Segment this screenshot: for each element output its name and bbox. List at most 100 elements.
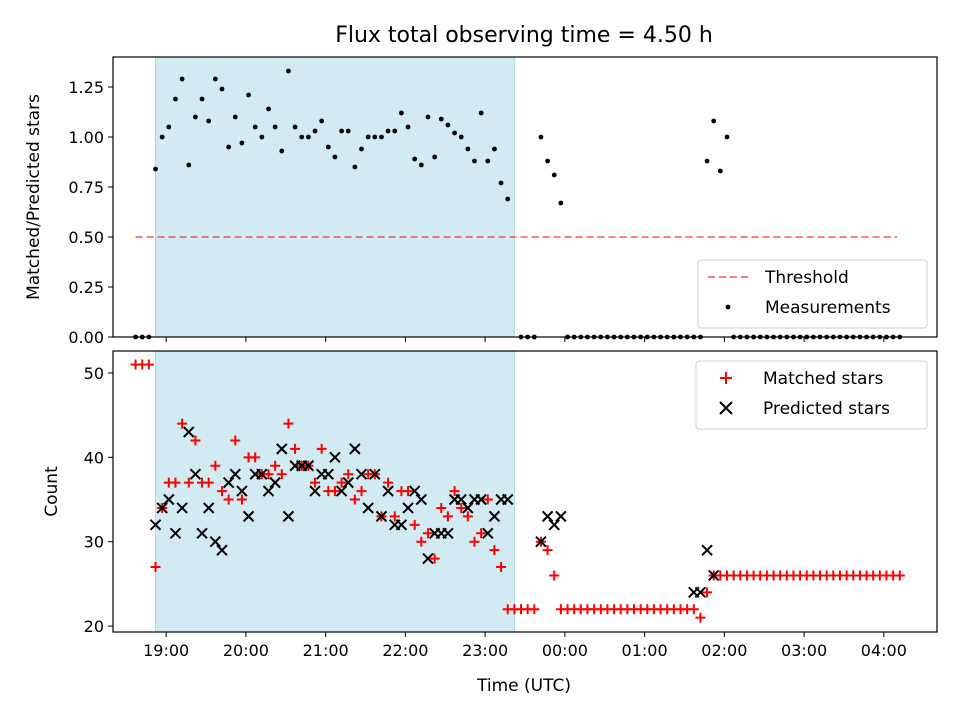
predicted-star-point bbox=[276, 443, 288, 455]
x-tick-label: 01:00 bbox=[622, 641, 668, 660]
x-axis-label: Time (UTC) bbox=[476, 676, 571, 696]
predicted-star-point bbox=[262, 485, 275, 497]
predicted-star-point bbox=[156, 502, 168, 514]
predicted-star-point bbox=[163, 493, 175, 506]
predicted-star-point bbox=[302, 460, 315, 472]
predicted-star-point bbox=[176, 502, 188, 514]
predicted-star-point bbox=[256, 468, 268, 480]
predicted-star-point bbox=[196, 527, 208, 539]
measurement-point bbox=[266, 106, 271, 112]
matched-star-point bbox=[356, 486, 367, 497]
measurement-point bbox=[418, 162, 424, 168]
matched-star-point bbox=[203, 477, 214, 488]
chart-title: Flux total observing time = 4.50 h bbox=[335, 23, 713, 48]
matched-star-point bbox=[263, 469, 274, 480]
matched-star-point bbox=[210, 460, 221, 471]
matched-star-point bbox=[482, 494, 493, 505]
top-panel: 0.00 0.25 0.50 0.75 1.00 1.25 Matched/Predicte… bbox=[24, 56, 938, 347]
measurement-point bbox=[478, 110, 484, 116]
matched-star-point bbox=[150, 562, 161, 573]
measurement-point bbox=[279, 148, 285, 154]
matched-star-point bbox=[270, 460, 281, 471]
measurement-point bbox=[485, 158, 491, 164]
measurement-point bbox=[345, 128, 351, 134]
measurement-point bbox=[545, 158, 550, 164]
measurement-point bbox=[405, 124, 411, 130]
matched-star-point bbox=[489, 545, 500, 556]
matched-star-point bbox=[336, 477, 347, 488]
measurement-point bbox=[498, 180, 504, 186]
measurement-point bbox=[392, 128, 398, 134]
predicted-star-point bbox=[242, 510, 255, 523]
x-tick-label: 21:00 bbox=[303, 641, 349, 660]
predicted-star-point bbox=[455, 493, 467, 506]
y-tick-label: 0.50 bbox=[68, 228, 104, 247]
measurement-point bbox=[445, 122, 451, 128]
measurement-point bbox=[292, 124, 298, 130]
x-tick-label: 00:00 bbox=[542, 641, 588, 660]
y-tick-label: 50 bbox=[84, 364, 104, 383]
matched-star-point bbox=[170, 477, 181, 488]
matched-star-point bbox=[403, 486, 414, 497]
predicted-star-point bbox=[502, 493, 514, 506]
plot-frame bbox=[112, 56, 938, 338]
legend-box bbox=[697, 259, 928, 329]
predicted-star-point bbox=[488, 510, 501, 523]
legend: Threshold Measurements bbox=[697, 259, 928, 329]
measurement-point bbox=[299, 134, 305, 140]
observing-span-shade bbox=[155, 56, 515, 338]
y-tick-label: 1.00 bbox=[68, 128, 104, 147]
predicted-star-point bbox=[335, 485, 348, 497]
measurement-point bbox=[252, 124, 258, 130]
predicted-star-point bbox=[322, 468, 335, 480]
matched-star-point bbox=[429, 553, 440, 564]
matched-star-point bbox=[462, 511, 473, 522]
matched-star-point bbox=[223, 494, 234, 505]
matched-star-point bbox=[469, 536, 480, 547]
predicted-star-point bbox=[329, 451, 341, 464]
predicted-star-point bbox=[169, 527, 182, 539]
predicted-star-point bbox=[342, 476, 354, 489]
predicted-star-point bbox=[369, 468, 381, 480]
measurement-point bbox=[551, 172, 557, 178]
matched-star-point bbox=[276, 469, 287, 480]
series-predicted-stars bbox=[149, 426, 720, 599]
matched-star-point bbox=[542, 545, 553, 556]
predicted-star-point bbox=[482, 527, 494, 539]
predicted-star-point bbox=[216, 544, 228, 556]
matched-star-point bbox=[436, 502, 447, 513]
x-tick-label: 03:00 bbox=[781, 641, 827, 660]
y-tick-label: 0.75 bbox=[68, 178, 104, 197]
measurement-point bbox=[432, 154, 438, 160]
y-tick-label: 20 bbox=[84, 617, 104, 636]
measurement-point bbox=[305, 134, 311, 140]
predicted-star-point bbox=[183, 426, 195, 438]
predicted-star-point bbox=[395, 519, 408, 531]
measurement-point bbox=[399, 110, 404, 116]
legend-label: Measurements bbox=[765, 298, 891, 318]
predicted-star-point bbox=[701, 544, 713, 556]
matched-star-point bbox=[343, 469, 354, 480]
predicted-star-point bbox=[442, 527, 454, 539]
y-tick-label: 1.25 bbox=[68, 78, 104, 97]
measurement-point bbox=[286, 68, 291, 74]
predicted-star-point bbox=[535, 536, 547, 548]
predicted-star-point bbox=[282, 510, 295, 523]
y-tick-label: 30 bbox=[84, 533, 104, 552]
x-tick-label: 19:00 bbox=[143, 641, 189, 660]
y-tick-label: 0.25 bbox=[68, 278, 104, 297]
x-tick-label: 22:00 bbox=[382, 641, 428, 660]
x-tick-label: 02:00 bbox=[701, 641, 747, 660]
predicted-star-point bbox=[541, 510, 554, 523]
measurement-point bbox=[173, 96, 178, 102]
matched-star-point bbox=[230, 435, 241, 446]
predicted-star-point bbox=[222, 476, 235, 489]
predicted-star-point bbox=[269, 476, 281, 489]
measurement-point bbox=[458, 134, 464, 140]
measurement-point bbox=[711, 118, 717, 124]
measurement-point bbox=[332, 154, 338, 160]
measurement-point bbox=[153, 166, 158, 172]
predicted-star-point bbox=[382, 485, 394, 497]
measurement-point bbox=[379, 134, 384, 140]
measurement-point bbox=[312, 128, 318, 134]
